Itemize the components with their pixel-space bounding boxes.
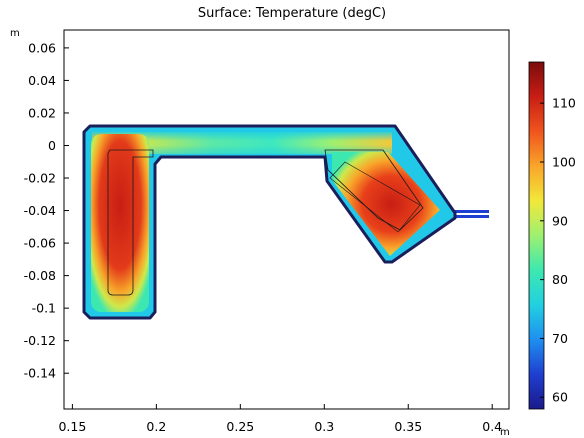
colorbar: 60 70 80 90 100 110	[528, 61, 576, 410]
x-tick-label: 0.15	[58, 419, 86, 434]
outlet-duct-gap	[455, 213, 489, 215]
colorbar-scale	[528, 61, 545, 410]
y-tick-label: 0.06	[28, 40, 56, 55]
y-tick-label: 0	[48, 138, 56, 153]
colorbar-tick-label: 100	[552, 154, 576, 169]
colorbar-tick-label: 90	[552, 213, 568, 228]
y-tick-label: -0.08	[24, 268, 56, 283]
x-tick-label: 0.25	[226, 419, 254, 434]
right-inner-outline	[329, 161, 421, 233]
colorbar-tick-label: 70	[552, 331, 568, 346]
x-axis-unit: m	[500, 427, 510, 438]
bridge-band-fade	[92, 132, 392, 154]
colorbar-tick-label: 60	[552, 390, 568, 405]
y-tick-label: -0.1	[32, 301, 56, 316]
left-subdomain-outline	[107, 149, 154, 296]
x-tick-label: 0.3	[314, 419, 334, 434]
domain-outline	[82, 124, 457, 320]
x-axis: 0.15 0.2 0.25 0.3 0.35 0.4	[58, 404, 502, 434]
y-tick-label: 0.02	[28, 105, 56, 120]
x-tick-label: 0.4	[482, 419, 502, 434]
y-tick-label: -0.04	[24, 203, 56, 218]
x-tick-label: 0.35	[394, 419, 422, 434]
colorbar-tick-label: 80	[552, 272, 568, 287]
right-hot-zone	[332, 152, 440, 256]
y-axis: 0.06 0.04 0.02 0 -0.02 -0.04 -0.06 -0.08 -0.1 -0.…	[24, 40, 69, 381]
temperature-surface	[82, 124, 489, 320]
y-tick-label: -0.06	[24, 236, 56, 251]
left-hot-zone	[91, 134, 149, 312]
x-tick-label: 0.2	[146, 419, 166, 434]
y-tick-label: 0.04	[28, 73, 56, 88]
y-tick-label: -0.12	[24, 333, 56, 348]
colorbar-ticks: 60 70 80 90 100 110	[540, 96, 576, 405]
y-tick-label: -0.14	[24, 366, 56, 381]
chart-title: Surface: Temperature (degC)	[197, 6, 387, 21]
colorbar-tick-label: 110	[552, 96, 576, 111]
y-tick-label: -0.02	[24, 171, 56, 186]
y-axis-unit: m	[10, 28, 20, 39]
